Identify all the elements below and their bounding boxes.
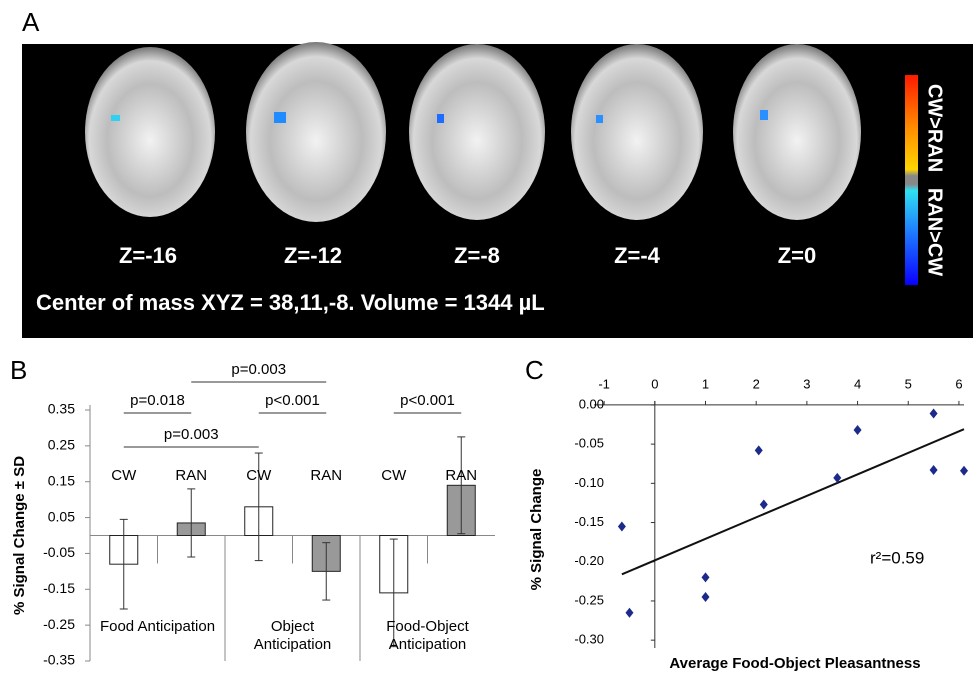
annotation: p<0.001 <box>265 392 320 409</box>
y-tick-label: -0.10 <box>574 475 604 490</box>
slice-label: Z=-12 <box>284 243 342 268</box>
y-axis-label: % Signal Change ± SD <box>11 456 28 615</box>
annotation: p=0.018 <box>130 392 185 409</box>
point <box>960 465 968 476</box>
group-label: Object <box>271 618 315 635</box>
panel-label: A <box>22 7 40 37</box>
y-tick-label: -0.35 <box>43 652 75 668</box>
x-tick-label: CW <box>246 467 272 484</box>
y-tick-label: -0.25 <box>43 616 75 632</box>
y-tick-label: -0.05 <box>43 544 75 560</box>
activation <box>111 115 120 121</box>
x-tick-label: 6 <box>955 376 962 391</box>
x-tick-label: CW <box>111 467 137 484</box>
slice-label: Z=-8 <box>454 243 500 268</box>
brain-slice <box>571 44 703 220</box>
x-tick-label: 3 <box>803 376 810 391</box>
activation <box>274 112 286 123</box>
slice-label: Z=-16 <box>119 243 177 268</box>
x-tick-label: RAN <box>445 467 477 484</box>
annotation: p<0.001 <box>400 392 455 409</box>
group-label: Anticipation <box>254 636 332 653</box>
y-tick-label: 0.25 <box>48 437 75 453</box>
caption: Center of mass XYZ = 38,11,-8. Volume = … <box>36 290 545 315</box>
y-tick-label: -0.30 <box>574 632 604 647</box>
point <box>754 445 763 456</box>
point <box>853 425 862 436</box>
y-tick-label: 0.05 <box>48 508 75 524</box>
colorbar-label: RAN>CW <box>924 188 946 276</box>
x-tick-label: 0 <box>651 376 658 391</box>
brain-slice <box>85 47 215 217</box>
y-tick-label: -0.20 <box>574 553 604 568</box>
point <box>833 472 842 483</box>
y-tick-label: 0.35 <box>48 401 75 417</box>
x-tick-label: CW <box>381 467 407 484</box>
annotation: p=0.003 <box>164 426 219 443</box>
annotation: p=0.003 <box>231 361 286 378</box>
point <box>701 592 710 603</box>
y-tick-label: -0.05 <box>574 436 604 451</box>
y-axis-label: % Signal Change <box>528 469 545 591</box>
brain-slice <box>409 44 545 220</box>
point <box>929 465 938 476</box>
x-tick-label: RAN <box>175 467 207 484</box>
y-tick-label: -0.15 <box>43 580 75 596</box>
colorbar-label: CW>RAN <box>924 84 946 172</box>
panel-label: C <box>525 355 544 385</box>
group-label: Food Anticipation <box>100 618 215 635</box>
brain-slice <box>733 44 861 220</box>
point <box>929 408 938 419</box>
activation <box>760 110 768 120</box>
activation <box>596 115 603 123</box>
activation <box>437 114 444 123</box>
point <box>701 572 710 583</box>
brain-slices <box>85 42 861 222</box>
point <box>759 499 768 510</box>
annotation: r²=0.59 <box>870 548 924 567</box>
x-tick-label: -1 <box>598 376 610 391</box>
point <box>625 607 634 618</box>
x-tick-label: RAN <box>310 467 342 484</box>
group-label: Anticipation <box>389 636 467 653</box>
trendline <box>621 428 965 576</box>
x-tick-label: 2 <box>753 376 760 391</box>
y-tick-label: -0.25 <box>574 592 604 607</box>
y-tick-label: 0.00 <box>579 396 604 411</box>
x-tick-label: 5 <box>905 376 912 391</box>
group-label: Food-Object <box>386 618 469 635</box>
point <box>617 521 626 532</box>
slice-label: Z=-4 <box>614 243 661 268</box>
brain-slice <box>246 42 386 222</box>
x-tick-label: 4 <box>854 376 861 391</box>
colorbar <box>905 75 918 285</box>
slice-label: Z=0 <box>778 243 817 268</box>
x-tick-label: 1 <box>702 376 709 391</box>
panel-label: B <box>10 355 27 385</box>
y-tick-label: -0.15 <box>574 514 604 529</box>
y-tick-label: 0.15 <box>48 472 75 488</box>
x-axis-label: Average Food-Object Pleasantness <box>669 655 920 672</box>
